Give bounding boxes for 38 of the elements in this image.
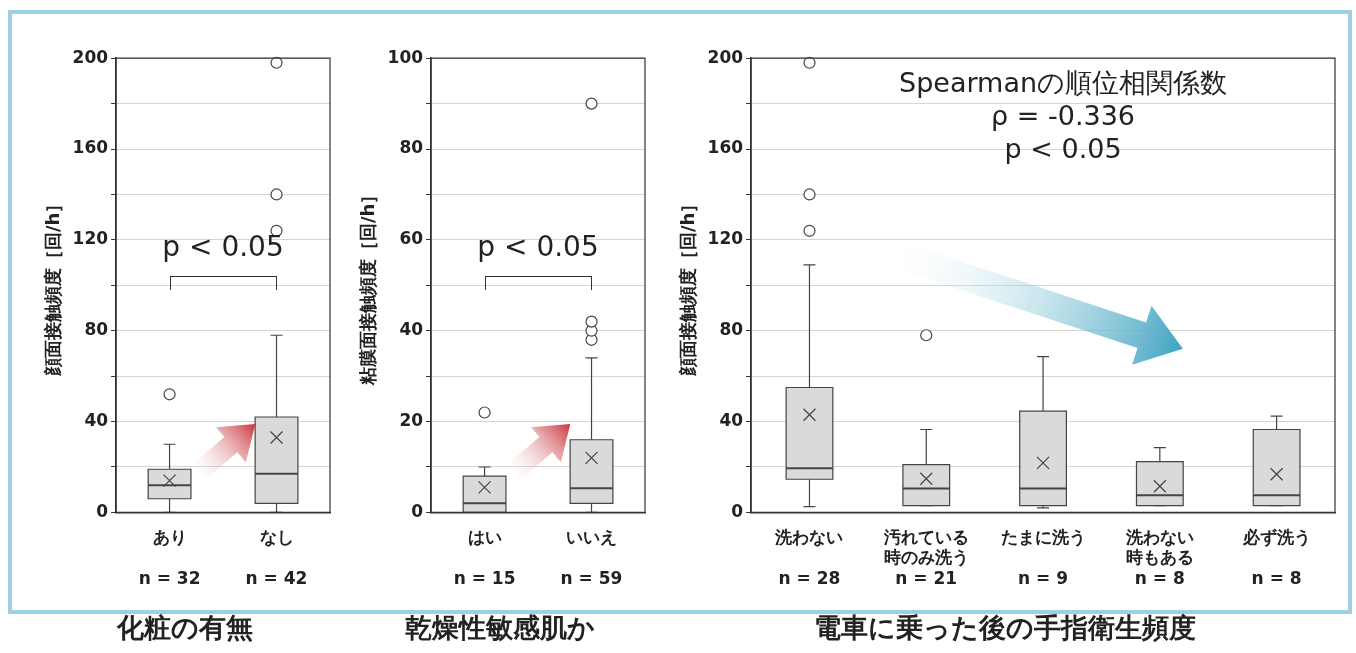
category-label: たまに洗う n = 9	[1000, 527, 1086, 588]
category-label: 必ず洗う n = 8	[1242, 527, 1311, 588]
y-tick-label: 80	[84, 319, 109, 340]
y-tick-label: 20	[399, 409, 424, 430]
y-tick-label: 0	[731, 500, 744, 521]
y-tick-label: 40	[399, 319, 424, 340]
y-axis-title: 顔面接触頻度［回/h］	[42, 194, 64, 377]
y-tick-label: 200	[707, 46, 744, 67]
y-axis-title: 顔面接触頻度［回/h］	[677, 194, 699, 377]
y-tick-label: 40	[84, 409, 109, 430]
y-tick-label: 0	[411, 500, 424, 521]
y-tick-label: 60	[399, 228, 424, 249]
y-tick-label: 80	[399, 137, 424, 158]
x-tick-label: 洗わない時もある n = 8	[1124, 527, 1194, 588]
y-tick-label: 120	[707, 228, 744, 249]
y-axis-title: 粘膜面接触頻度［回/h］	[357, 185, 379, 386]
category-label: はい n = 15	[453, 527, 516, 588]
annotation: p < 0.05	[477, 230, 599, 264]
category-label: なし n = 42	[245, 527, 308, 588]
text: 乾燥性敏感肌か	[405, 611, 595, 643]
category-label: 洗わない n = 28	[775, 527, 844, 588]
y-tick-label: 120	[72, 228, 109, 249]
y-tick-label: 40	[719, 409, 744, 430]
text: 電車に乗った後の手指衛生頻度	[814, 611, 1196, 643]
category-label: いいえ n = 59	[560, 527, 623, 588]
y-tick-label: 100	[387, 46, 424, 67]
y-tick-label: 0	[96, 500, 109, 521]
annotation: ρ = -0.336	[991, 100, 1136, 132]
annotation: p < 0.05	[162, 230, 284, 264]
y-tick-label: 160	[707, 137, 744, 158]
y-tick-label: 160	[72, 137, 109, 158]
y-tick-label: 200	[72, 46, 109, 67]
text: 化粧の有無	[116, 611, 253, 643]
category-label: あり n = 32	[138, 527, 201, 588]
annotation: Spearmanの順位相関係数	[899, 67, 1228, 99]
annotation: p < 0.05	[1004, 133, 1122, 165]
y-tick-label: 80	[719, 319, 744, 340]
x-tick-label: 汚れている時のみ洗う n = 21	[882, 527, 969, 588]
